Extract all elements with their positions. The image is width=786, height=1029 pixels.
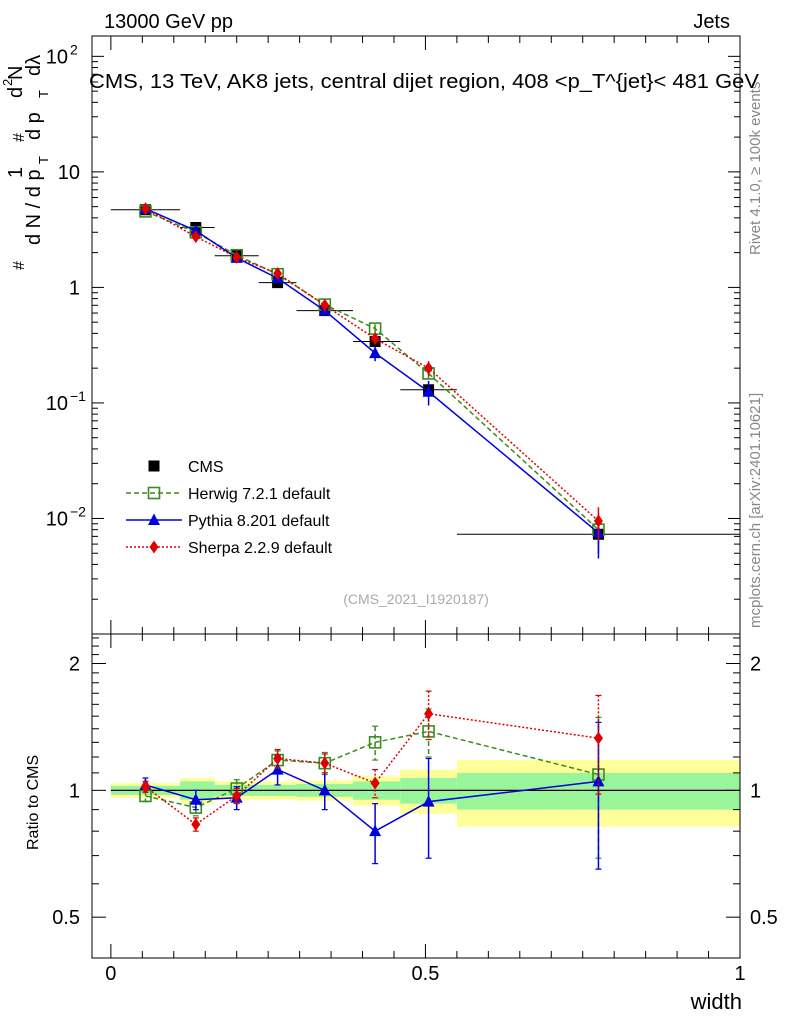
header-collision-label: 13000 GeV pp	[104, 11, 233, 33]
analysis-watermark: (CMS_2021_I1920187)	[343, 591, 489, 607]
main-y-tick-label: 10	[46, 508, 68, 530]
main-y-tick-label: 1	[69, 277, 80, 299]
legend-label-pythia: Pythia 8.201 default	[188, 513, 330, 530]
ratio-plot-frame	[91, 633, 741, 959]
pythia-ratio-point	[318, 783, 331, 796]
ratio-y-tick-label-right: 2	[750, 654, 761, 676]
sherpa-data-point	[232, 250, 242, 264]
ratio-y-tick-label-right: 0.5	[750, 907, 778, 929]
pythia-ratio-point	[189, 793, 202, 805]
sherpa-data-point	[593, 514, 603, 528]
pythia-ratio-line	[145, 768, 599, 833]
ylabel-hash-1: #	[11, 261, 28, 270]
ratio-y-tick-label-right: 1	[750, 780, 761, 802]
sherpa-data-point	[424, 361, 434, 375]
legend-marker-pythia	[148, 513, 160, 525]
sherpa-ratio-point	[320, 756, 330, 770]
sherpa-data-point	[320, 298, 330, 312]
legend-marker-cms	[148, 460, 160, 472]
main-y-tick-exponent: −1	[70, 388, 86, 404]
ratio-plot-panel: 0.5 0.5 1 1 2 2 0 0.5 1 Ratio to CMS width	[25, 633, 778, 1014]
pythia-series-line	[145, 208, 599, 534]
ylabel-num-n: N	[5, 66, 27, 80]
legend-marker-sherpa	[149, 540, 159, 554]
ylabel-sub-t-2: T	[36, 90, 51, 98]
sherpa-ratio-point	[140, 780, 150, 794]
legend-label-herwig: Herwig 7.2.1 default	[188, 486, 331, 503]
ylabel-denominator: d N / d p	[23, 169, 45, 245]
herwig-ratio-point	[368, 736, 382, 749]
sherpa-ratio-point	[273, 752, 283, 766]
ratio-x-tick-label: 1	[734, 963, 745, 985]
pythia-data-point	[422, 385, 435, 397]
ratio-y-tick-label: 1	[69, 780, 80, 802]
herwig-ratio-line	[145, 730, 599, 809]
sherpa-series-line	[145, 208, 599, 522]
pythia-data-point	[189, 224, 202, 236]
pythia-ratio-point	[422, 795, 435, 807]
ratio-x-tick-label: 0	[105, 963, 116, 985]
sherpa-data-point	[370, 332, 380, 346]
main-y-axis-label: # d N / d p T 1 # d 2 N d p T dλ	[0, 55, 51, 270]
main-y-tick-label: 10	[46, 46, 68, 68]
ratio-y-tick-label: 2	[69, 654, 80, 676]
legend: CMS Herwig 7.2.1 default Pythia 8.201 defa…	[126, 459, 333, 557]
legend-label-sherpa: Sherpa 2.2.9 default	[188, 540, 333, 557]
ylabel-dlambda: dλ	[23, 55, 45, 76]
sherpa-ratio-point	[191, 817, 201, 831]
pythia-ratio-point	[369, 824, 382, 837]
sherpa-data-point	[273, 266, 283, 280]
pythia-ratio-point	[271, 763, 284, 775]
pythia-data-point	[369, 346, 382, 359]
legend-label-cms: CMS	[188, 459, 224, 476]
main-y-tick-exponent: −2	[70, 503, 86, 519]
x-axis-label: width	[690, 989, 742, 1014]
header-process-label: Jets	[693, 11, 730, 33]
rivet-version-label: Rivet 4.1.0, ≥ 100k events	[747, 82, 764, 255]
sherpa-ratio-point	[232, 789, 242, 803]
main-plot-title: CMS, 13 TeV, AK8 jets, central dijet reg…	[89, 71, 760, 93]
main-y-tick-label: 10	[58, 162, 80, 184]
legend-marker-herwig	[147, 486, 161, 500]
ratio-y-axis-label: Ratio to CMS	[25, 755, 42, 850]
ylabel-num-sup: 2	[0, 79, 15, 86]
ratio-y-tick-label: 0.5	[52, 907, 80, 929]
sherpa-ratio-point	[424, 707, 434, 721]
sherpa-data-point	[191, 230, 201, 244]
sherpa-data-point	[140, 202, 150, 216]
main-y-tick-label: 10	[46, 393, 68, 415]
herwig-series-line	[145, 210, 599, 531]
mcplots-label: mcplots.cern.ch [arXiv:2401.10621]	[747, 393, 764, 628]
main-y-tick-exponent: 2	[70, 41, 78, 57]
sherpa-ratio-point	[370, 776, 380, 790]
ylabel-hash-2: #	[11, 133, 28, 142]
ratio-x-tick-label: 0.5	[412, 963, 440, 985]
ylabel-sub-t: T	[36, 156, 51, 164]
sherpa-ratio-point	[593, 731, 603, 745]
ylabel-one: 1	[5, 167, 27, 178]
ylabel-den2: d p	[23, 112, 45, 140]
ylabel-num-d: d	[5, 87, 27, 98]
